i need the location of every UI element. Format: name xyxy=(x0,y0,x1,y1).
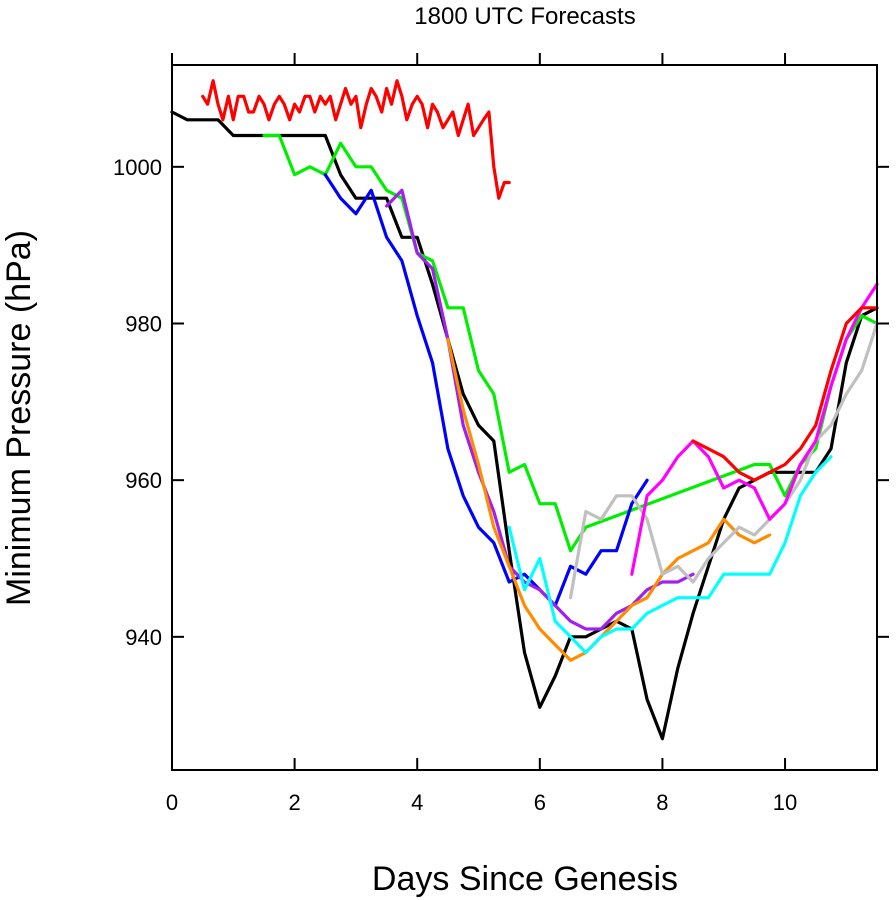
y-tick-label: 960 xyxy=(125,468,162,493)
x-tick-label: 4 xyxy=(411,790,423,815)
y-tick-label: 1000 xyxy=(113,155,162,180)
x-axis-title: Days Since Genesis xyxy=(372,860,678,898)
x-tick-label: 2 xyxy=(288,790,300,815)
series-line-5 xyxy=(385,188,695,631)
axis-ticks: 0 2 4 6 8 10 940 960 980 1000 xyxy=(113,53,889,815)
series-line-6 xyxy=(446,337,772,662)
x-tick-label: 8 xyxy=(656,790,668,815)
series-line-4 xyxy=(323,173,649,608)
series-line-2 xyxy=(170,110,879,741)
chart-title: 1800 UTC Forecasts xyxy=(414,3,635,30)
y-tick-label: 940 xyxy=(125,625,162,650)
x-tick-label: 0 xyxy=(166,790,178,815)
x-tick-label: 10 xyxy=(773,790,797,815)
series-line-7 xyxy=(507,455,833,655)
x-tick-label: 6 xyxy=(534,790,546,815)
series-line-10 xyxy=(691,306,879,482)
y-axis-title: Minimum Pressure (hPa) xyxy=(0,230,38,606)
plot-frame xyxy=(171,64,878,771)
y-tick-label: 980 xyxy=(125,312,162,337)
series-layer xyxy=(170,79,879,741)
series-line-9 xyxy=(630,282,879,576)
series-line-1 xyxy=(201,79,511,200)
series-line-8 xyxy=(568,321,879,600)
